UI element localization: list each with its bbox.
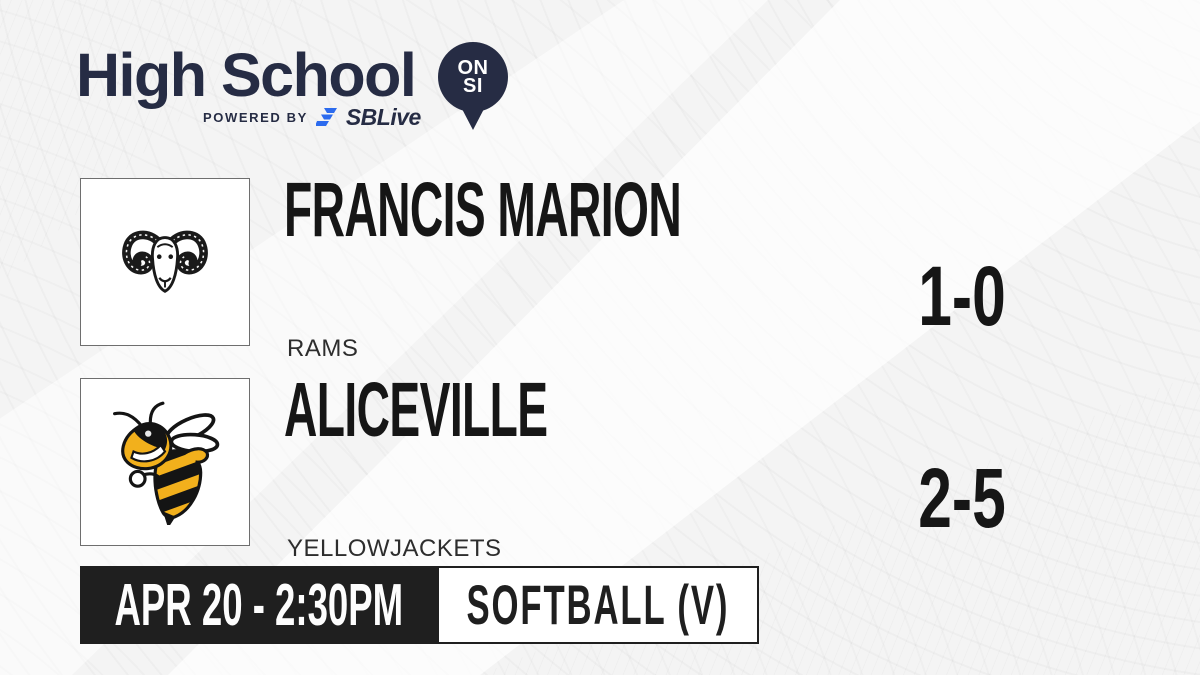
team1-name: FRANCIS MARION: [284, 167, 682, 253]
powered-by-label: POWERED BY: [203, 109, 308, 125]
sblive-wordmark: SBLive: [345, 103, 421, 130]
game-sport-box: SOFTBALL (V): [437, 566, 759, 644]
high-school-on-si-logo-text: High School: [76, 41, 417, 109]
game-info-bar: APR 20 - 2:30PM SOFTBALL (V): [80, 566, 759, 644]
team2-mascot-label: YELLOWJACKETS: [287, 535, 502, 562]
team1-logo-box: [80, 178, 250, 346]
pin-text-on: ON: [457, 57, 489, 79]
sblive-bolt-icon: [315, 108, 337, 126]
team2-name: ALICEVILLE: [284, 367, 548, 453]
pin-circle: ON SI: [438, 42, 508, 112]
yellowjacket-icon: [113, 401, 220, 525]
game-datetime-box: APR 20 - 2:30PM: [80, 566, 437, 644]
team2-record: 2-5: [918, 451, 1006, 545]
team1-record: 1-0: [918, 249, 1006, 343]
pin-text-si: SI: [463, 75, 483, 97]
team2-logo-box: [80, 378, 250, 546]
powered-by-row: POWERED BY SBLive: [203, 104, 421, 130]
on-si-location-pin-icon: ON SI: [438, 42, 508, 132]
game-sport: SOFTBALL (V): [466, 573, 730, 636]
team1-mascot-label: RAMS: [287, 335, 359, 362]
ram-head-icon: [122, 230, 208, 293]
game-datetime: APR 20 - 2:30PM: [114, 571, 403, 638]
